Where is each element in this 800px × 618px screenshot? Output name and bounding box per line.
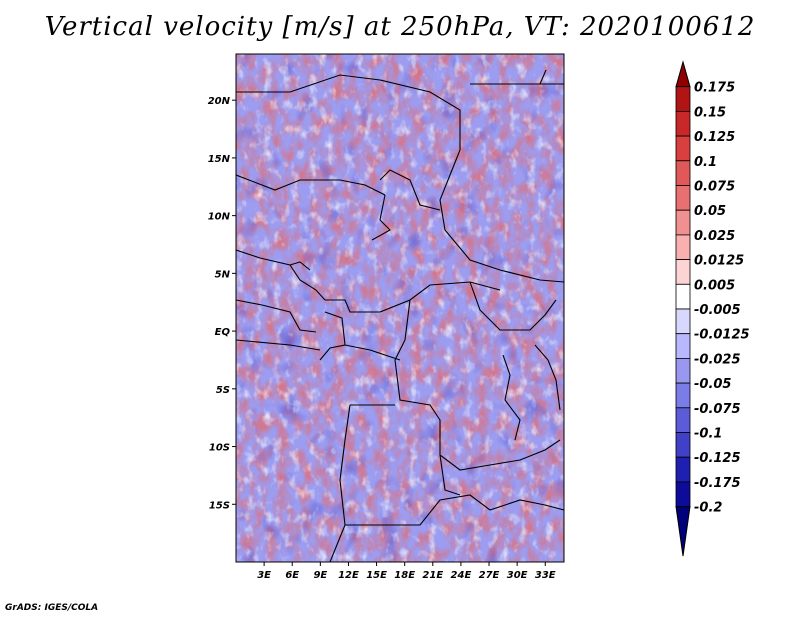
colorbar-segment	[675, 234, 691, 260]
colorbar-arrow-bottom	[675, 506, 691, 557]
colorbar-label: -0.075	[694, 402, 741, 417]
colorbar-label: -0.2	[694, 501, 722, 516]
colorbar-segment	[675, 456, 691, 483]
colorbar-segment	[675, 283, 691, 310]
colorbar-segment	[675, 333, 691, 359]
colorbar: 0.175 0.15 0.125 0.1 0.075 0.05 0.025 0.0125 0.0…	[675, 60, 750, 557]
colorbar-label: 0.075	[694, 180, 735, 195]
plot-frame	[235, 53, 565, 563]
colorbar-label: -0.005	[694, 303, 741, 318]
colorbar-label: 0.1	[694, 155, 717, 170]
x-tick-label: 30E	[507, 570, 528, 581]
colorbar-label: 0.05	[694, 204, 726, 219]
x-tick-label: 12E	[338, 570, 359, 581]
y-axis-ticks: 20N 15N 10N 5N EQ 5S 10S 15S	[208, 96, 236, 511]
x-tick-label: 24E	[451, 570, 472, 581]
colorbar-segment	[675, 432, 691, 458]
x-tick-label: 9E	[313, 570, 327, 581]
colorbar-segment	[675, 160, 691, 186]
colorbar-segment	[675, 481, 691, 507]
y-tick-label: 20N	[208, 96, 231, 107]
x-tick-label: 15E	[366, 570, 387, 581]
colorbar-segment	[675, 209, 691, 236]
colorbar-label: -0.025	[694, 352, 741, 367]
colorbar-segment	[675, 357, 691, 384]
grads-credit: GrADS: IGES/COLA	[5, 603, 99, 613]
colorbar-label: -0.125	[694, 451, 741, 466]
colorbar-label: 0.175	[694, 81, 735, 96]
y-tick-label: 10N	[208, 212, 231, 223]
colorbar-label: -0.175	[694, 476, 741, 491]
y-tick-label: 10S	[209, 443, 230, 454]
vertical-velocity-field	[236, 54, 564, 562]
colorbar-label: 0.025	[694, 229, 735, 244]
colorbar-segment	[675, 111, 691, 137]
colorbar-label: 0.0125	[694, 254, 744, 269]
x-axis-ticks: 3E 6E 9E 12E 15E 18E 21E 24E 27E 30E 33E	[257, 562, 556, 581]
y-tick-label: 15N	[208, 154, 231, 165]
colorbar-segment	[675, 259, 691, 285]
colorbar-segment	[675, 382, 691, 409]
colorbar-label: 0.005	[694, 278, 735, 293]
colorbar-label: -0.1	[694, 427, 722, 442]
colorbar-label: -0.05	[694, 377, 731, 392]
colorbar-segment	[675, 308, 691, 335]
x-tick-label: 3E	[257, 570, 271, 581]
colorbar-label: -0.0125	[694, 328, 750, 343]
y-tick-label: 15S	[209, 500, 230, 511]
colorbar-segment	[675, 86, 691, 112]
colorbar-segment	[675, 135, 691, 162]
x-tick-label: 33E	[535, 570, 556, 581]
y-tick-label: 5S	[216, 385, 230, 396]
x-tick-label: 18E	[394, 570, 415, 581]
y-tick-label: 5N	[215, 269, 231, 280]
colorbar-segment	[675, 185, 691, 211]
chart-title: Vertical velocity [m/s] at 250hPa, VT: 2…	[44, 12, 756, 42]
colorbar-label: 0.125	[694, 130, 735, 145]
x-tick-label: 27E	[479, 570, 500, 581]
country-borders	[236, 69, 564, 562]
x-tick-label: 21E	[422, 570, 443, 581]
colorbar-label: 0.15	[694, 105, 726, 120]
x-tick-label: 6E	[285, 570, 299, 581]
colorbar-segment	[675, 407, 691, 433]
colorbar-arrow-top	[675, 60, 691, 88]
y-tick-label: EQ	[215, 327, 231, 338]
